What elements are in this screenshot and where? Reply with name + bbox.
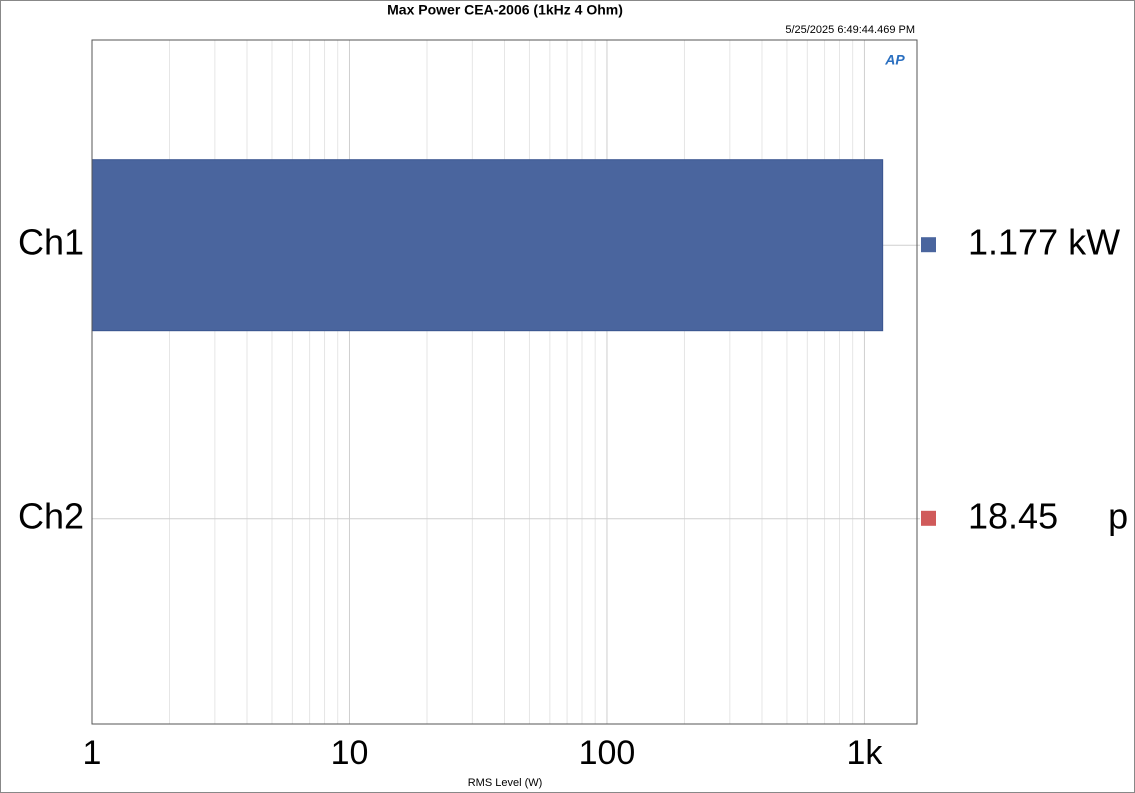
x-axis-label: RMS Level (W) (468, 777, 543, 789)
logo: AP (884, 52, 905, 68)
x-tick-label: 100 (579, 734, 636, 772)
y-tick-label: Ch1 (18, 222, 84, 263)
x-tick-label: 1 (83, 734, 102, 772)
legend-swatch (921, 237, 936, 253)
bar (91, 159, 884, 332)
legend-swatch (921, 510, 936, 526)
x-tick-label: 1k (846, 734, 883, 772)
y-tick-label: Ch2 (18, 495, 84, 536)
x-tick-label: 10 (331, 734, 369, 772)
plot-border (91, 39, 918, 725)
value-label: 18.45 p (968, 495, 1128, 536)
value-label: 1.177 kW (968, 222, 1120, 263)
timestamp: 5/25/2025 6:49:44.469 PM (785, 24, 915, 36)
chart-title: Max Power CEA-2006 (1kHz 4 Ohm) (387, 2, 623, 18)
